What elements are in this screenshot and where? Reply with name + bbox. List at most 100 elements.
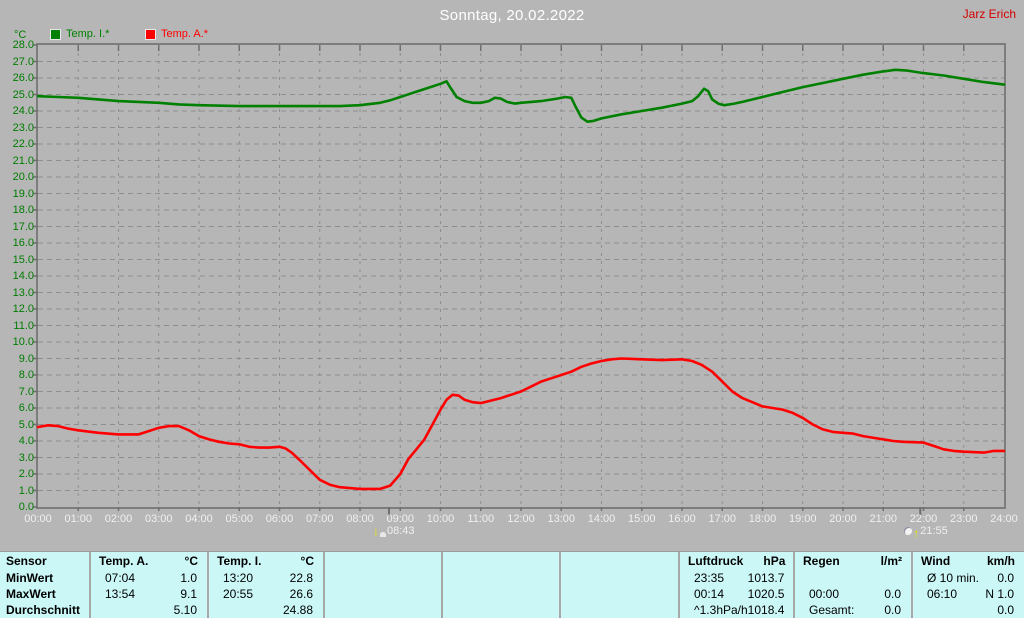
table-sensor-column-empty [559, 552, 678, 618]
sensor-name [443, 554, 451, 571]
time-marker-2155: ↑ 21:55 [904, 524, 948, 540]
cell-time [325, 571, 339, 587]
cell-time [795, 571, 809, 587]
y-tick-label: 3.0 [18, 451, 34, 464]
y-tick-label: 5.0 [18, 418, 34, 431]
cell-value: 24.88 [282, 603, 313, 617]
y-tick-label: 2.0 [18, 468, 34, 480]
x-tick-label: 12:00 [507, 513, 535, 525]
table-column-header [561, 554, 678, 571]
table-sensor-column-empty [441, 552, 559, 618]
x-tick-label: 16:00 [668, 513, 696, 525]
x-tick-label: 08:00 [346, 513, 374, 525]
y-tick-label: 28.0 [12, 39, 34, 51]
time-marker-label: 08:43 [386, 525, 415, 537]
arrow-down-icon: ↓ [372, 524, 379, 538]
x-tick-label: 10:00 [426, 513, 455, 525]
sensor-unit [432, 554, 441, 571]
cell-value: 26.6 [289, 587, 313, 601]
cell-time: 13:54 [105, 587, 136, 601]
x-tick-label: 19:00 [788, 513, 817, 525]
cell-time: 00:14 [694, 587, 725, 601]
cell-value [431, 587, 441, 603]
table-row-label-column: Sensor MinWert MaxWert Durchschnitt [0, 552, 89, 618]
cell-value: 0.0 [884, 587, 901, 601]
y-axis-unit-label: °C [14, 29, 27, 41]
cell-time: 06:10 [927, 587, 958, 601]
x-tick-label: 17:00 [708, 513, 737, 525]
y-tick-label: 16.0 [12, 237, 34, 249]
temp-outside-swatch-icon [145, 28, 156, 40]
x-tick-label: 11:00 [467, 513, 495, 525]
y-tick-label: 18.0 [12, 204, 34, 216]
sensor-name: Regen [803, 554, 840, 568]
horizon-icon [379, 531, 386, 537]
cell-value: 0.0 [997, 603, 1014, 617]
time-marker-label: 21:55 [920, 525, 948, 537]
cell-time [91, 603, 105, 618]
cell-time [443, 587, 457, 603]
cell-time [325, 603, 339, 618]
table-row: 07:04 1.0 [91, 571, 207, 587]
table-row [443, 587, 559, 603]
table-column-header: Temp. A. °C [91, 554, 207, 571]
cell-time [913, 603, 927, 618]
cell-value: 0.0 [997, 571, 1014, 585]
x-tick-label: 04:00 [185, 513, 213, 525]
table-row: Ø 10 min. 0.0 [913, 571, 1024, 587]
cell-time [561, 571, 575, 587]
table-row-label: Sensor [6, 554, 47, 568]
cell-value [431, 571, 441, 587]
table-row [443, 571, 559, 587]
y-tick-label: 15.0 [12, 253, 34, 266]
sensor-unit: hPa [763, 554, 786, 568]
table-sensor-column-luftdruck: Luftdruck hPa 23:35 1013.7 00:14 1020.5 ^1.3hP… [678, 552, 793, 618]
legend-label-temp-inside: Temp. I.* [66, 28, 110, 40]
sensor-unit: °C [300, 554, 314, 568]
cell-value [549, 587, 559, 603]
cell-value [668, 571, 678, 587]
cell-time: ^1.3hPa/h [694, 603, 748, 617]
table-column-header: Temp. I. °C [209, 554, 323, 571]
cell-value: 1018.4 [747, 603, 785, 617]
cell-time [443, 603, 457, 618]
cell-value: 22.8 [289, 571, 313, 585]
x-tick-label: 15:00 [627, 513, 656, 525]
plot-svg [33, 44, 1006, 516]
x-tick-label: 05:00 [225, 513, 254, 525]
arrow-up-icon: ↑ [913, 526, 920, 540]
x-tick-label: 24:00 [990, 513, 1018, 525]
sensor-name: Luftdruck [688, 554, 744, 568]
curve-tempa [36, 357, 1006, 491]
table-column-header: Luftdruck hPa [680, 554, 794, 571]
cell-value [668, 603, 678, 618]
table-sensor-column-tempi: Temp. I. °C 13:20 22.8 20:55 26.6 24.88 [207, 552, 323, 618]
cell-value [549, 603, 559, 618]
table-row: 13:54 9.1 [91, 587, 207, 603]
table-row: 00:00 0.0 [795, 587, 911, 603]
cell-value: 1020.5 [747, 587, 785, 601]
table-sensor-column-regen: Regen l/m² 00:00 0.0 Gesamt: 0.0 [793, 552, 911, 618]
legend-item-temp-inside: Temp. I.* [50, 28, 109, 40]
y-tick-label: 9.0 [18, 352, 34, 365]
table-row: 00:14 1020.5 [680, 587, 794, 603]
table-row [325, 571, 441, 587]
cell-time: 07:04 [105, 571, 136, 585]
table-row: 06:10 N 1.0 [913, 587, 1024, 603]
cell-value: 9.1 [180, 587, 197, 601]
table-sensor-column-wind: Wind km/h Ø 10 min. 0.0 06:10 N 1.0 0.0 [911, 552, 1024, 618]
y-tick-label: 20.0 [12, 171, 34, 183]
cell-value [549, 571, 559, 587]
cell-time: 13:20 [223, 571, 254, 585]
author-name: Jarz Erich [962, 7, 1016, 21]
y-tick-label: 19.0 [12, 187, 34, 200]
table-sensor-column-tempa: Temp. A. °C 07:04 1.0 13:54 9.1 5.10 [89, 552, 207, 618]
cell-time [443, 571, 457, 587]
y-tick-label: 23.0 [12, 121, 34, 134]
table-row: 0.0 [913, 603, 1024, 618]
x-tick-label: 03:00 [144, 513, 173, 525]
cell-value: 1013.7 [747, 571, 785, 585]
x-tick-label: 09:00 [386, 513, 415, 525]
legend-item-temp-outside: Temp. A.* [145, 28, 208, 40]
cell-time [209, 603, 223, 618]
